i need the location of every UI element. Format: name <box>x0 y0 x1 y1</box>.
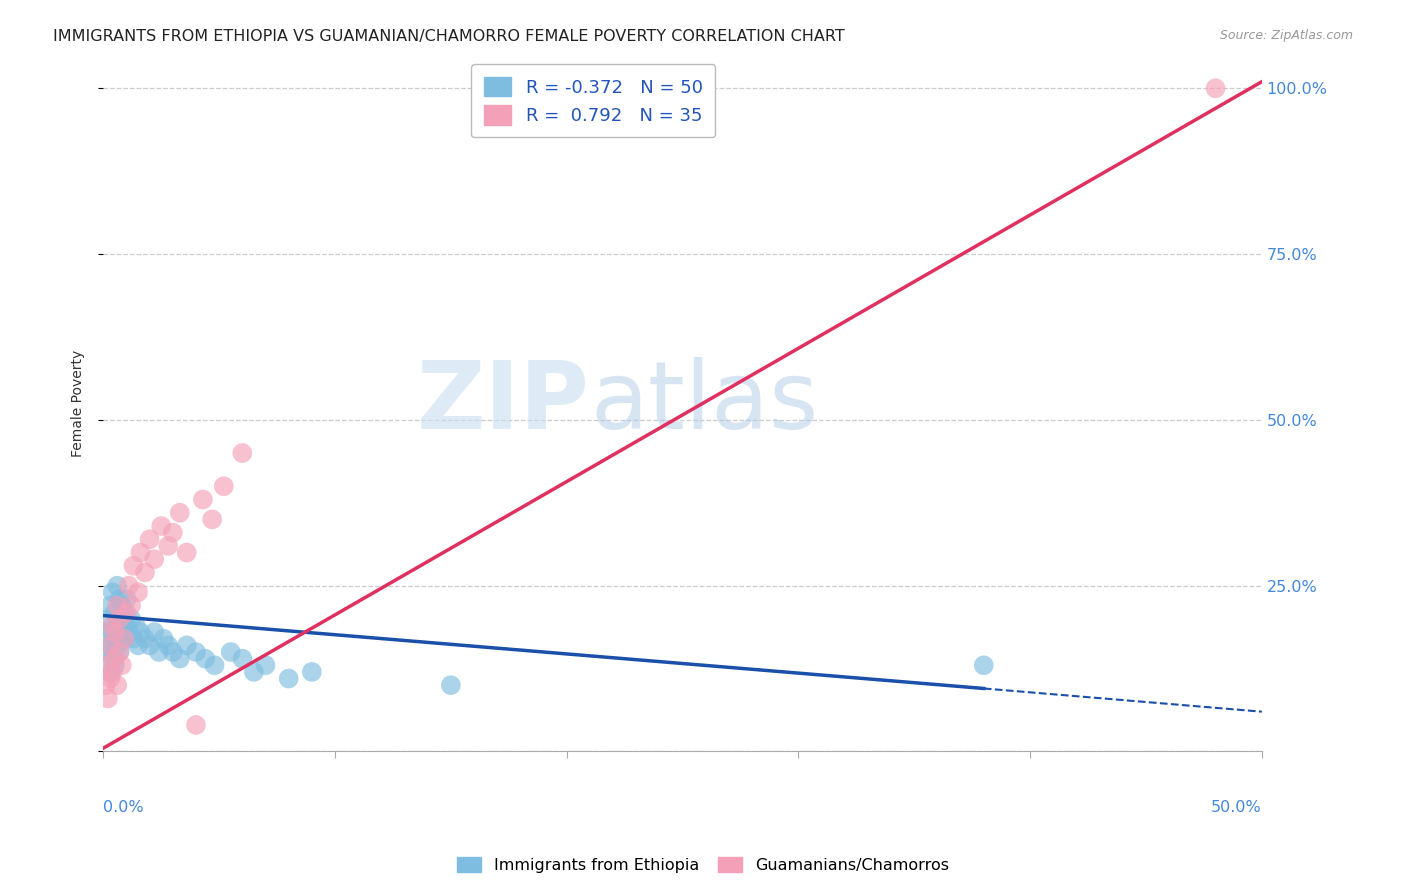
Legend: Immigrants from Ethiopia, Guamanians/Chamorros: Immigrants from Ethiopia, Guamanians/Cha… <box>451 851 955 880</box>
Point <box>125 618 148 632</box>
Point <box>104 651 127 665</box>
Legend: R = -0.372   N = 50, R =  0.792   N = 35: R = -0.372 N = 50, R = 0.792 N = 35 <box>471 64 716 137</box>
Text: 50.0%: 50.0% <box>1211 800 1261 815</box>
Point <box>108 591 131 606</box>
Point <box>97 612 120 626</box>
Point <box>97 658 120 673</box>
Point <box>115 591 138 606</box>
Point <box>104 625 127 640</box>
Point <box>98 639 121 653</box>
Text: Source: ZipAtlas.com: Source: ZipAtlas.com <box>1219 29 1353 42</box>
Point <box>129 545 152 559</box>
Point <box>112 632 135 646</box>
Point <box>111 625 134 640</box>
Point <box>143 552 166 566</box>
Point <box>112 632 135 646</box>
Point <box>104 632 127 646</box>
Point <box>101 618 124 632</box>
Point <box>129 625 152 640</box>
Point <box>98 639 121 653</box>
Text: atlas: atlas <box>591 358 818 450</box>
Point <box>157 639 180 653</box>
Point <box>104 658 127 673</box>
Point <box>143 625 166 640</box>
Point <box>101 651 124 665</box>
Point <box>169 506 191 520</box>
Point <box>231 651 253 665</box>
Point <box>134 632 156 646</box>
Point <box>122 558 145 573</box>
Point <box>127 639 149 653</box>
Point <box>115 618 138 632</box>
Point <box>122 632 145 646</box>
Point <box>301 665 323 679</box>
Point <box>101 625 124 640</box>
Point <box>97 645 120 659</box>
Point <box>1205 81 1227 95</box>
Point <box>115 605 138 619</box>
Point <box>201 512 224 526</box>
Point <box>176 639 198 653</box>
Point <box>150 519 173 533</box>
Point <box>184 645 207 659</box>
Point <box>191 492 214 507</box>
Point <box>157 539 180 553</box>
Point <box>108 618 131 632</box>
Point <box>219 645 242 659</box>
Point <box>111 599 134 613</box>
Text: ZIP: ZIP <box>418 358 591 450</box>
Point <box>162 525 184 540</box>
Point <box>118 625 141 640</box>
Point <box>105 612 128 626</box>
Point <box>104 605 127 619</box>
Point <box>120 599 142 613</box>
Point <box>105 639 128 653</box>
Point <box>184 718 207 732</box>
Point <box>134 566 156 580</box>
Point <box>118 579 141 593</box>
Point <box>108 645 131 659</box>
Point <box>148 645 170 659</box>
Point <box>169 651 191 665</box>
Point <box>162 645 184 659</box>
Point <box>105 678 128 692</box>
Point <box>112 605 135 619</box>
Point <box>204 658 226 673</box>
Point <box>127 585 149 599</box>
Point <box>97 691 120 706</box>
Point <box>973 658 995 673</box>
Point <box>105 599 128 613</box>
Point <box>243 665 266 679</box>
Point <box>231 446 253 460</box>
Point <box>212 479 235 493</box>
Point <box>98 599 121 613</box>
Point <box>120 612 142 626</box>
Point <box>194 651 217 665</box>
Point <box>152 632 174 646</box>
Point <box>277 672 299 686</box>
Point <box>108 645 131 659</box>
Point <box>254 658 277 673</box>
Point <box>138 639 160 653</box>
Point <box>176 545 198 559</box>
Point <box>98 672 121 686</box>
Point <box>94 625 117 640</box>
Text: 0.0%: 0.0% <box>103 800 143 815</box>
Point <box>105 579 128 593</box>
Y-axis label: Female Poverty: Female Poverty <box>72 350 86 457</box>
Point <box>440 678 463 692</box>
Point <box>111 658 134 673</box>
Point <box>98 665 121 679</box>
Point <box>138 533 160 547</box>
Point <box>94 678 117 692</box>
Point <box>108 612 131 626</box>
Text: IMMIGRANTS FROM ETHIOPIA VS GUAMANIAN/CHAMORRO FEMALE POVERTY CORRELATION CHART: IMMIGRANTS FROM ETHIOPIA VS GUAMANIAN/CH… <box>53 29 845 44</box>
Point <box>101 585 124 599</box>
Point <box>101 665 124 679</box>
